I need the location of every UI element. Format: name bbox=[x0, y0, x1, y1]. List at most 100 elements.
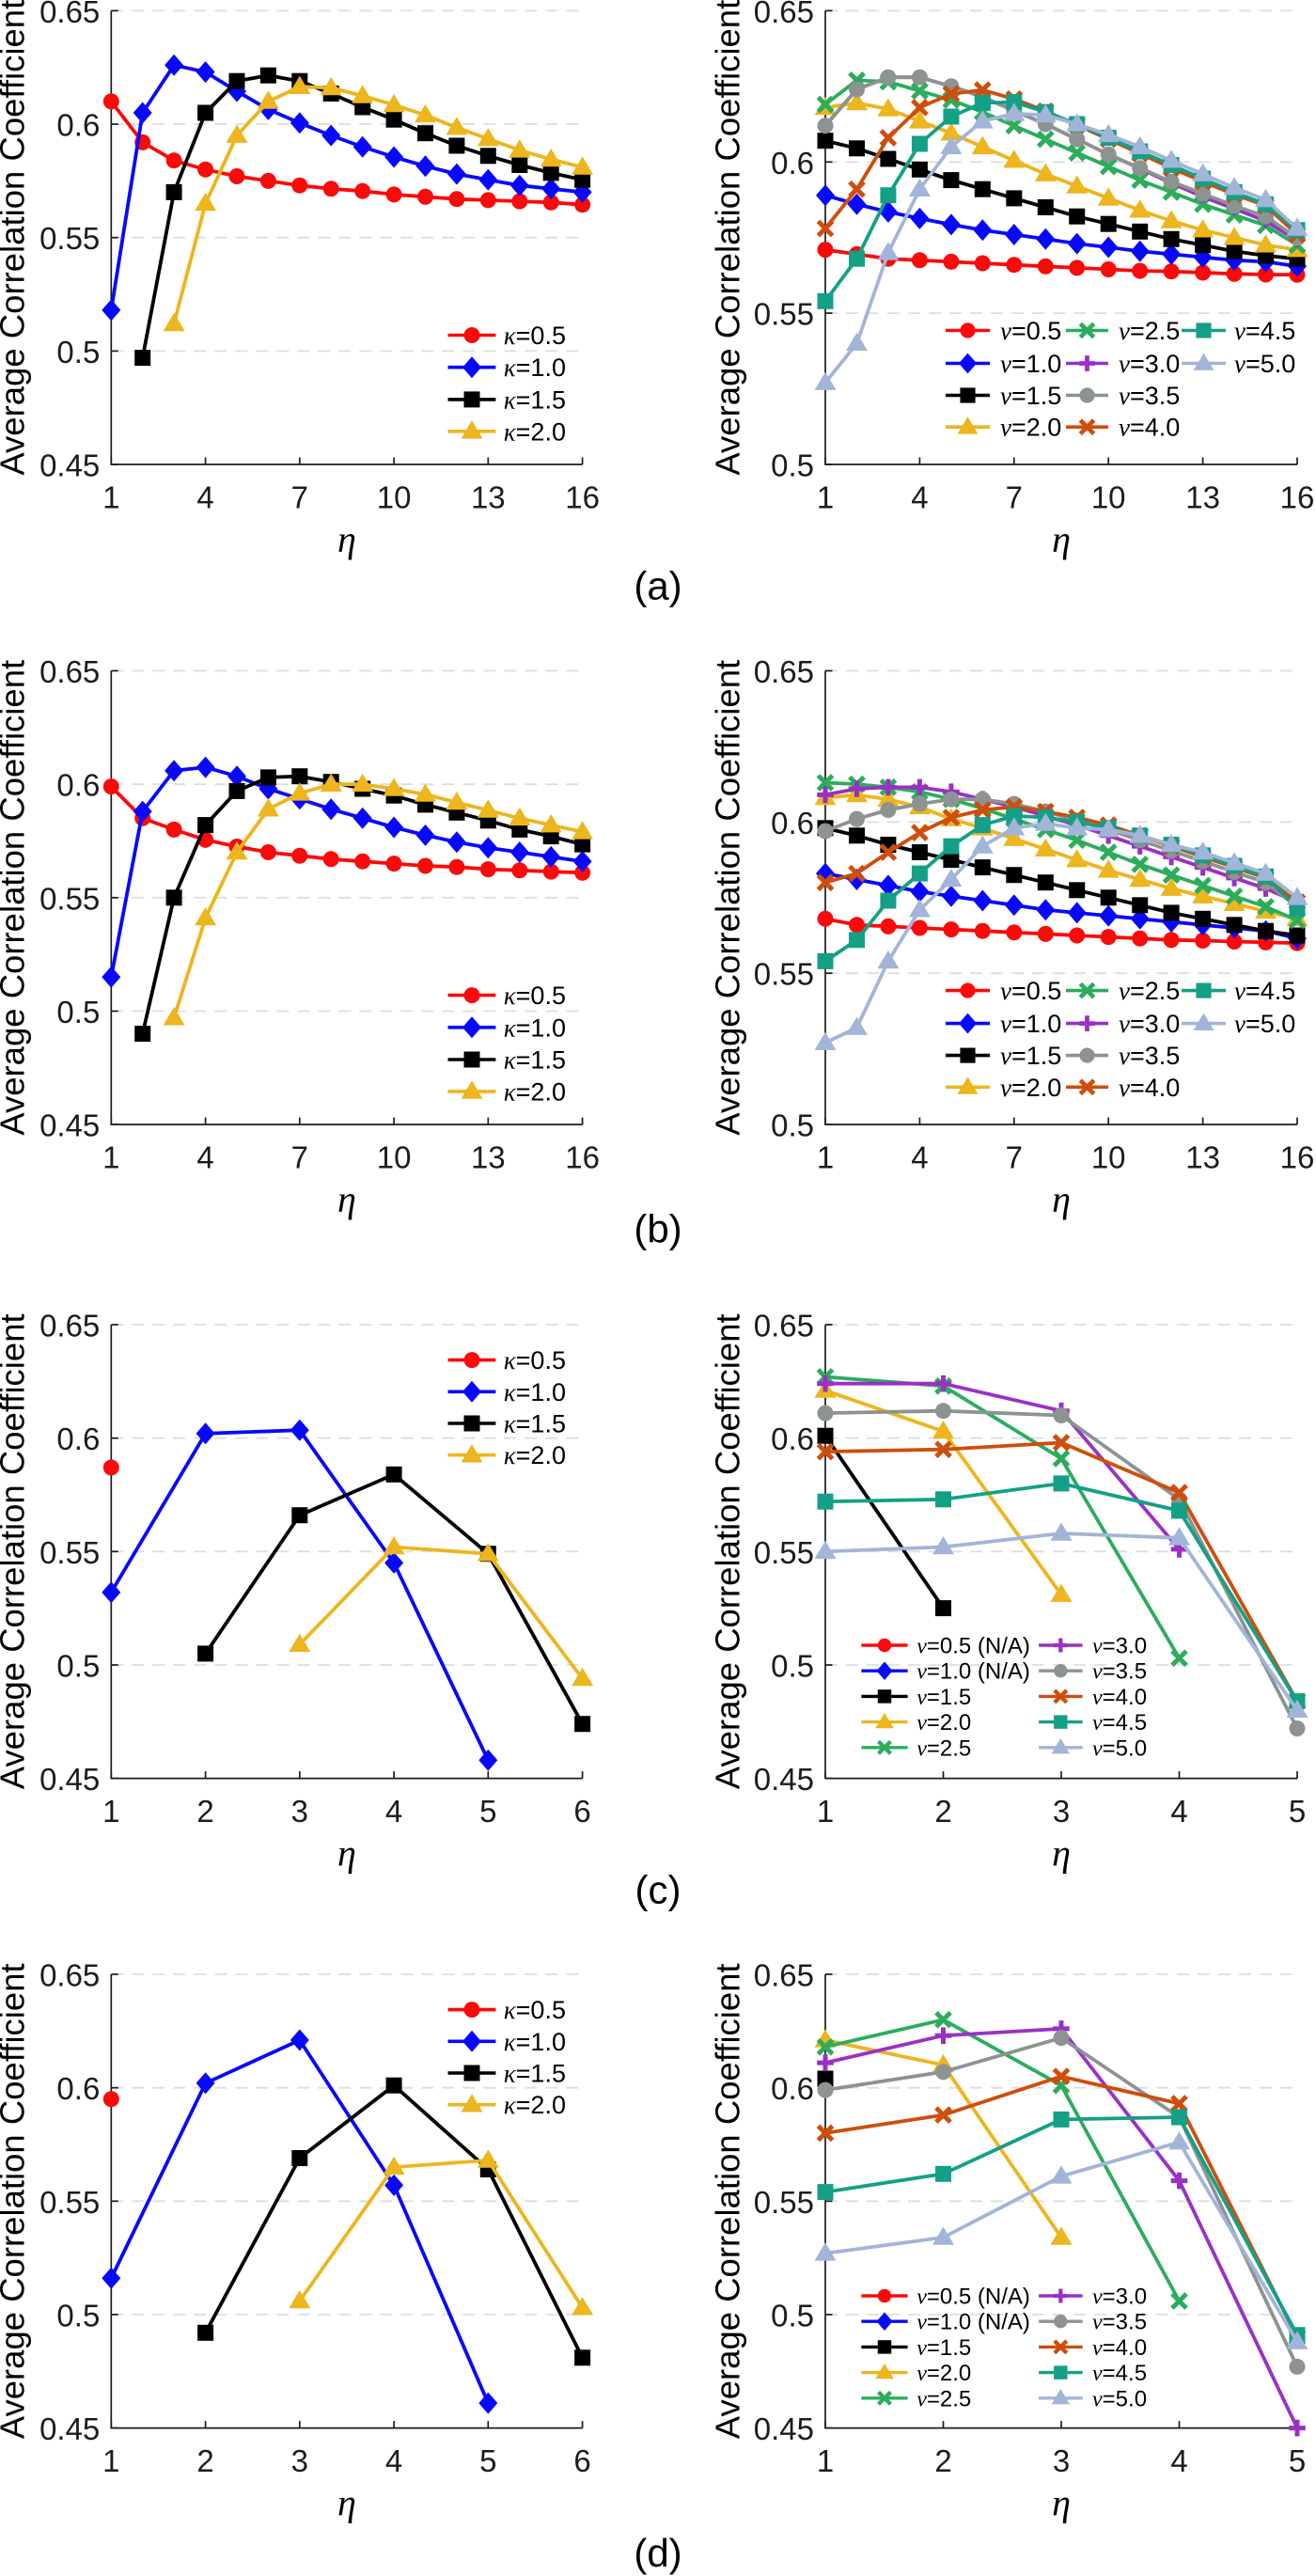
svg-text:η: η bbox=[1052, 1832, 1071, 1875]
svg-text:Average Correlation Coefficien: Average Correlation Coefficient bbox=[0, 660, 32, 1136]
svg-text:6: 6 bbox=[573, 1794, 590, 1829]
svg-text:0.65: 0.65 bbox=[39, 1958, 100, 1993]
svg-text:0.55: 0.55 bbox=[754, 1535, 814, 1570]
svg-text:κ=1.0: κ=1.0 bbox=[504, 2028, 566, 2056]
svg-text:1: 1 bbox=[102, 1140, 119, 1175]
svg-text:0.45: 0.45 bbox=[754, 2411, 814, 2446]
svg-text:0.5: 0.5 bbox=[771, 448, 814, 483]
svg-text:κ=2.0: κ=2.0 bbox=[504, 1077, 566, 1106]
svg-text:ν=3.0: ν=3.0 bbox=[1092, 2285, 1147, 2310]
svg-text:η: η bbox=[1052, 1178, 1071, 1220]
svg-text:ν=4.5: ν=4.5 bbox=[1092, 2361, 1147, 2386]
svg-text:10: 10 bbox=[1091, 1140, 1126, 1175]
svg-text:ν=5.0: ν=5.0 bbox=[1234, 350, 1295, 378]
svg-text:5: 5 bbox=[1289, 2443, 1306, 2478]
svg-text:0.5: 0.5 bbox=[771, 1108, 814, 1143]
svg-text:ν=2.5: ν=2.5 bbox=[916, 2386, 971, 2411]
svg-text:0.5: 0.5 bbox=[56, 335, 100, 369]
svg-text:1: 1 bbox=[817, 1794, 834, 1829]
svg-text:0.6: 0.6 bbox=[771, 1422, 814, 1456]
svg-text:5: 5 bbox=[479, 1794, 496, 1829]
svg-text:Average Correlation Coefficien: Average Correlation Coefficient bbox=[709, 1963, 747, 2439]
svg-text:10: 10 bbox=[377, 1140, 412, 1175]
svg-text:7: 7 bbox=[291, 1140, 308, 1175]
svg-text:κ=1.5: κ=1.5 bbox=[504, 2060, 566, 2088]
svg-text:0.55: 0.55 bbox=[39, 221, 100, 256]
svg-text:0.45: 0.45 bbox=[39, 2411, 100, 2446]
svg-text:0.65: 0.65 bbox=[39, 654, 100, 689]
svg-text:ν=1.0: ν=1.0 bbox=[1000, 350, 1061, 378]
svg-text:κ=1.0: κ=1.0 bbox=[504, 353, 566, 382]
svg-text:13: 13 bbox=[471, 1140, 506, 1175]
svg-text:Average Correlation Coefficien: Average Correlation Coefficient bbox=[0, 1313, 32, 1789]
svg-text:ν=4.5: ν=4.5 bbox=[1234, 317, 1295, 345]
svg-text:16: 16 bbox=[1280, 1140, 1315, 1175]
svg-text:ν=4.0: ν=4.0 bbox=[1092, 1685, 1147, 1710]
svg-text:7: 7 bbox=[1006, 480, 1023, 515]
svg-text:4: 4 bbox=[1170, 1794, 1187, 1829]
svg-text:16: 16 bbox=[565, 1140, 600, 1175]
svg-text:ν=4.0: ν=4.0 bbox=[1119, 414, 1180, 442]
svg-text:2: 2 bbox=[196, 1794, 213, 1829]
svg-text:η: η bbox=[1052, 2482, 1071, 2524]
svg-text:(c): (c) bbox=[635, 1868, 682, 1912]
svg-text:1: 1 bbox=[102, 1794, 119, 1829]
svg-text:0.55: 0.55 bbox=[39, 881, 100, 916]
svg-text:ν=1.5: ν=1.5 bbox=[916, 2335, 971, 2361]
svg-text:ν=0.5: ν=0.5 bbox=[1000, 317, 1061, 345]
svg-text:5: 5 bbox=[1289, 1794, 1306, 1829]
svg-text:ν=4.5: ν=4.5 bbox=[1234, 977, 1295, 1005]
svg-text:ν=5.0: ν=5.0 bbox=[1092, 2386, 1147, 2411]
svg-text:κ=2.0: κ=2.0 bbox=[504, 2091, 566, 2119]
svg-text:2: 2 bbox=[934, 1794, 951, 1829]
svg-text:0.65: 0.65 bbox=[39, 0, 100, 29]
svg-text:0.5: 0.5 bbox=[771, 2298, 814, 2333]
svg-text:0.45: 0.45 bbox=[39, 1108, 100, 1143]
svg-text:0.5: 0.5 bbox=[56, 1649, 100, 1684]
svg-text:5: 5 bbox=[479, 2443, 496, 2478]
svg-text:ν=1.5: ν=1.5 bbox=[916, 1685, 971, 1710]
svg-text:κ=1.0: κ=1.0 bbox=[504, 1378, 566, 1406]
svg-text:0.6: 0.6 bbox=[771, 806, 814, 840]
svg-text:ν=3.5: ν=3.5 bbox=[1119, 382, 1180, 410]
svg-text:ν=1.5: ν=1.5 bbox=[1000, 382, 1061, 410]
svg-text:3: 3 bbox=[1053, 2443, 1070, 2478]
svg-text:0.45: 0.45 bbox=[754, 1762, 814, 1797]
svg-text:4: 4 bbox=[196, 480, 213, 515]
svg-text:ν=1.0: ν=1.0 bbox=[1000, 1010, 1061, 1038]
svg-text:κ=1.5: κ=1.5 bbox=[504, 1046, 566, 1075]
svg-text:0.65: 0.65 bbox=[754, 1309, 814, 1343]
svg-text:ν=2.0: ν=2.0 bbox=[1000, 1074, 1061, 1102]
svg-text:ν=3.0: ν=3.0 bbox=[1092, 1634, 1147, 1659]
svg-text:2: 2 bbox=[196, 2443, 213, 2478]
svg-text:0.55: 0.55 bbox=[39, 2185, 100, 2220]
svg-text:η: η bbox=[337, 518, 356, 560]
svg-text:10: 10 bbox=[377, 480, 412, 515]
svg-text:κ=0.5: κ=0.5 bbox=[504, 982, 566, 1010]
svg-text:4: 4 bbox=[385, 2443, 402, 2478]
svg-text:0.55: 0.55 bbox=[754, 2185, 814, 2220]
svg-text:ν=2.0: ν=2.0 bbox=[916, 2361, 971, 2386]
svg-text:ν=4.5: ν=4.5 bbox=[1092, 1710, 1147, 1736]
svg-text:ν=3.5: ν=3.5 bbox=[1092, 2310, 1147, 2335]
svg-text:4: 4 bbox=[1170, 2443, 1187, 2478]
svg-text:ν=4.0: ν=4.0 bbox=[1119, 1074, 1180, 1102]
svg-text:1: 1 bbox=[817, 480, 834, 515]
svg-text:κ=1.0: κ=1.0 bbox=[504, 1013, 566, 1042]
svg-text:η: η bbox=[337, 2482, 356, 2524]
svg-text:0.5: 0.5 bbox=[771, 1649, 814, 1684]
svg-text:0.45: 0.45 bbox=[39, 1762, 100, 1797]
svg-text:0.45: 0.45 bbox=[39, 448, 100, 483]
svg-text:ν=1.0 (N/A): ν=1.0 (N/A) bbox=[916, 2310, 1030, 2335]
svg-text:13: 13 bbox=[1185, 480, 1220, 515]
svg-text:Average Correlation Coefficien: Average Correlation Coefficient bbox=[0, 0, 32, 476]
svg-text:ν=3.0: ν=3.0 bbox=[1119, 350, 1180, 378]
svg-text:2: 2 bbox=[934, 2443, 951, 2478]
svg-text:13: 13 bbox=[1185, 1140, 1220, 1175]
svg-text:ν=2.5: ν=2.5 bbox=[1119, 317, 1180, 345]
svg-text:ν=3.5: ν=3.5 bbox=[1092, 1659, 1147, 1685]
svg-text:ν=4.0: ν=4.0 bbox=[1092, 2335, 1147, 2361]
svg-text:ν=3.5: ν=3.5 bbox=[1119, 1042, 1180, 1070]
svg-text:16: 16 bbox=[1280, 480, 1315, 515]
svg-text:0.65: 0.65 bbox=[754, 1958, 814, 1993]
